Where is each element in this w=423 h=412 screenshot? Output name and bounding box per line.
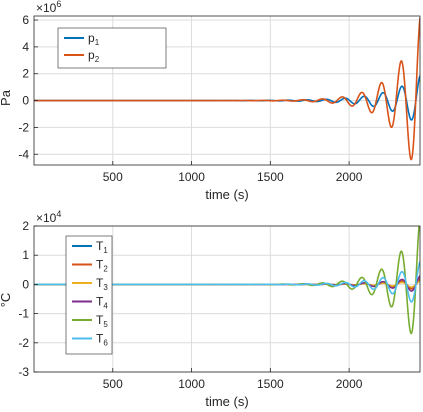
axes-box xyxy=(33,225,421,373)
y-tick-label: -2 xyxy=(18,120,29,134)
x-tick-label: 1500 xyxy=(257,377,284,391)
y-axis-label: Pa xyxy=(0,89,13,106)
legend-box xyxy=(57,27,167,69)
x-tick-label: 500 xyxy=(103,377,123,391)
y-axis-label: °C xyxy=(0,293,13,308)
x-axis-label: time (s) xyxy=(205,394,248,409)
y-tick-label: 2 xyxy=(22,219,29,233)
legend-subscript: 6 xyxy=(103,339,108,348)
series-line-p2 xyxy=(34,17,420,161)
legend-subscript: 1 xyxy=(103,246,108,255)
legend-subscript: 5 xyxy=(103,320,108,329)
y-tick-label: 6 xyxy=(22,13,29,27)
x-tick-label: 1000 xyxy=(178,377,205,391)
x-tick-label: 500 xyxy=(103,170,123,184)
y-tick-label: 2 xyxy=(22,67,29,81)
y-tick-label: -2 xyxy=(18,336,29,350)
y-tick-label: -1 xyxy=(18,307,29,321)
y-exponent: 4 xyxy=(56,209,61,219)
legend-label: p1 xyxy=(88,31,100,47)
y-tick-label: 0 xyxy=(22,94,29,108)
x-tick-label: 2000 xyxy=(336,170,363,184)
legend-label: p2 xyxy=(88,48,100,64)
y-tick-label: -4 xyxy=(18,147,29,161)
x-axis-label: time (s) xyxy=(205,187,248,202)
legend-subscript: 3 xyxy=(103,283,108,292)
legend-box xyxy=(65,235,113,355)
legend-subscript: 1 xyxy=(95,38,100,47)
y-exponent: 6 xyxy=(56,0,61,9)
legend-subscript: 4 xyxy=(103,302,108,311)
legend-subscript: 2 xyxy=(95,55,100,64)
x-tick-label: 1000 xyxy=(178,170,205,184)
legend-subscript: 2 xyxy=(103,265,108,274)
y-tick-label: 4 xyxy=(22,40,29,54)
y-tick-label: 1 xyxy=(22,248,29,262)
y-tick-label: -3 xyxy=(18,365,29,379)
axes-box xyxy=(33,15,421,166)
y-tick-label: 0 xyxy=(22,277,29,291)
y-multiplier: ×104 xyxy=(36,209,61,225)
x-tick-label: 2000 xyxy=(336,377,363,391)
y-multiplier: ×106 xyxy=(36,0,61,15)
x-tick-label: 1500 xyxy=(257,170,284,184)
